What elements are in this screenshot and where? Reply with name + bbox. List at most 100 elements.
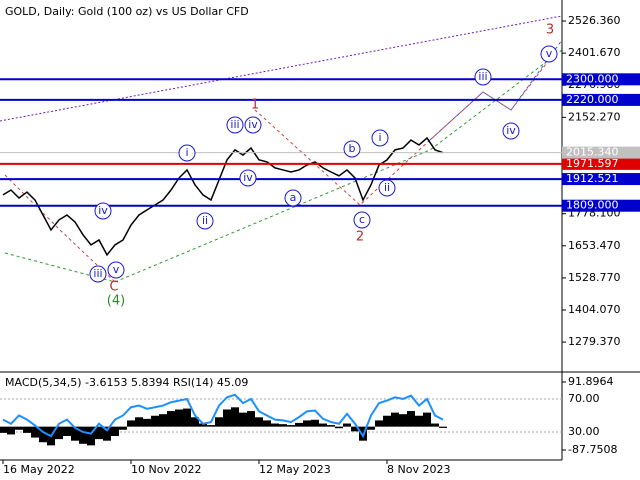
macd-bar xyxy=(167,411,175,427)
rsi-line xyxy=(2,393,444,439)
level-box xyxy=(562,73,640,86)
y-tick-label: 2401.670 xyxy=(568,46,621,59)
wave-circle xyxy=(226,116,244,134)
wave-label: iv xyxy=(243,171,253,184)
macd-bar xyxy=(55,426,63,440)
macd-bar xyxy=(399,414,407,427)
macd-bar xyxy=(407,411,415,427)
macd-bar xyxy=(255,417,263,427)
price-line xyxy=(2,136,444,257)
macd-bar xyxy=(207,425,215,427)
wave-label: iv xyxy=(98,204,108,217)
wave-label: 3 xyxy=(546,23,554,38)
macd-bar xyxy=(439,426,447,428)
x-tick-label: 12 May 2023 xyxy=(259,463,331,476)
wave-label: C xyxy=(109,280,118,295)
wave-circle xyxy=(540,45,558,63)
wave-label: b xyxy=(349,142,356,155)
wave-label: 1 xyxy=(251,98,259,113)
wave-label: iii xyxy=(93,267,102,280)
macd-bar xyxy=(327,425,335,427)
wave-circle xyxy=(502,122,520,140)
macd-bar xyxy=(103,426,111,441)
wave-label: iv xyxy=(506,124,516,137)
wave-circle xyxy=(353,211,371,229)
wave-label: i xyxy=(185,146,188,159)
macd-tick-label: -87.7508 xyxy=(568,443,617,456)
macd-bar xyxy=(111,426,119,436)
macd-bar xyxy=(303,420,311,427)
rsi-tick-label: 70.00 xyxy=(568,392,600,405)
y-tick-label: 1404.070 xyxy=(568,303,621,316)
macd-bar xyxy=(423,412,431,427)
wave-c-line xyxy=(4,174,116,283)
level-box xyxy=(562,157,640,170)
macd-bar xyxy=(231,407,239,427)
macd-bar xyxy=(391,412,399,427)
wave-circle xyxy=(343,140,361,158)
macd-bar xyxy=(239,412,247,427)
macd-tick-label: 91.8964 xyxy=(568,375,614,388)
macd-bar xyxy=(63,426,71,436)
macd-bar xyxy=(431,423,439,427)
macd-bar xyxy=(311,419,319,427)
y-tick-label: 2152.270 xyxy=(568,110,621,123)
level-label: 1971.597 xyxy=(566,157,619,170)
macd-bar xyxy=(135,417,143,427)
level-box xyxy=(562,199,640,212)
wave-label: 2 xyxy=(356,230,364,245)
macd-bar xyxy=(31,426,39,438)
wave-circle xyxy=(371,129,389,147)
macd-bar xyxy=(119,426,127,430)
macd-bar xyxy=(375,420,383,427)
macd-bar xyxy=(191,417,199,427)
x-tick-label: 10 Nov 2022 xyxy=(131,463,201,476)
macd-bar xyxy=(7,426,15,435)
wave-circle xyxy=(107,261,125,279)
current-price-label: 2015.340 xyxy=(566,146,619,159)
wave-label: v xyxy=(546,47,553,60)
macd-bar xyxy=(295,422,303,427)
macd-bar xyxy=(319,423,327,427)
wave-label: ii xyxy=(384,181,390,194)
wave-circle xyxy=(196,212,214,230)
wave-label: v xyxy=(113,263,120,276)
macd-bar xyxy=(223,409,231,427)
wave-label: c xyxy=(359,213,365,226)
level-label: 1912.521 xyxy=(566,172,619,185)
macd-bar xyxy=(127,420,135,427)
wave-label: a xyxy=(290,191,297,204)
macd-bar xyxy=(343,423,351,427)
macd-bar xyxy=(415,415,423,427)
wave-label: iii xyxy=(478,70,487,83)
wave-circle xyxy=(378,179,396,197)
macd-bar xyxy=(143,418,151,427)
level-box xyxy=(562,93,640,106)
wave-circle xyxy=(94,202,112,220)
y-tick-label: 1279.370 xyxy=(568,335,621,348)
y-tick-label: 1528.770 xyxy=(568,271,621,284)
macd-bar xyxy=(367,426,375,430)
macd-bar xyxy=(335,426,343,429)
macd-bar xyxy=(351,426,359,432)
current-price-box xyxy=(562,146,640,159)
macd-bar xyxy=(199,423,207,427)
macd-bar xyxy=(383,415,391,427)
y-tick-label: 1653.470 xyxy=(568,239,621,252)
macd-bar xyxy=(71,426,79,441)
macd-bar xyxy=(247,411,255,427)
wave-label: i xyxy=(378,131,381,144)
macd-bar xyxy=(87,426,95,446)
wave-circle xyxy=(89,265,107,283)
wave-circle xyxy=(474,68,492,86)
macd-bar xyxy=(279,424,287,427)
wave-label: iii xyxy=(230,118,239,131)
wave-circle xyxy=(284,189,302,207)
macd-bar xyxy=(151,415,159,427)
macd-bar xyxy=(287,425,295,427)
macd-bar xyxy=(0,426,7,433)
macd-bar xyxy=(263,420,271,427)
rsi-tick-label: 30.00 xyxy=(568,425,600,438)
macd-bar xyxy=(95,426,103,440)
